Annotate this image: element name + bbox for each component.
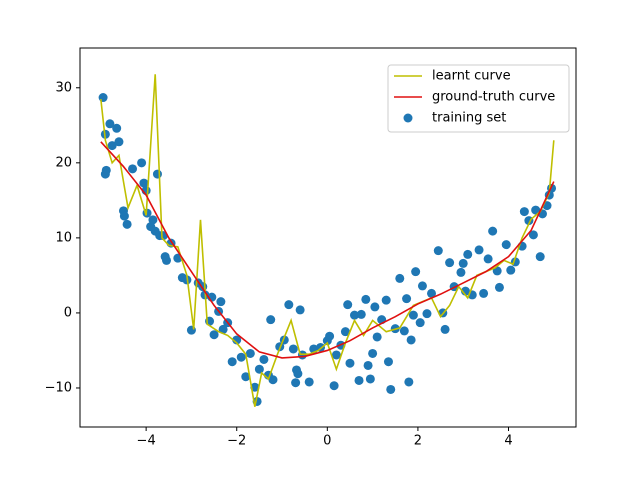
scatter-point — [227, 357, 237, 367]
scatter-point — [209, 330, 219, 340]
scatter-point — [343, 300, 353, 310]
scatter-point — [284, 300, 294, 310]
scatter-point — [122, 219, 132, 229]
x-tick-label: −4 — [137, 434, 156, 449]
scatter-point — [368, 348, 378, 358]
scatter-point — [411, 267, 421, 277]
scatter-point — [445, 258, 455, 268]
scatter-point — [399, 326, 409, 336]
scatter-point — [105, 119, 115, 129]
scatter-point — [295, 305, 305, 315]
y-tick-label: −10 — [45, 380, 72, 395]
scatter-point — [139, 178, 149, 188]
scatter-point — [101, 165, 111, 175]
scatter-point — [479, 288, 489, 298]
scatter-point — [218, 324, 228, 334]
legend: learnt curve ground-truth curve training s… — [387, 64, 570, 133]
scatter-point — [372, 332, 382, 342]
scatter-point — [415, 318, 425, 328]
scatter-point — [483, 254, 493, 264]
scatter-point — [408, 310, 418, 320]
scatter-point — [386, 384, 396, 394]
scatter-point — [535, 252, 545, 262]
scatter-point — [363, 360, 373, 370]
scatter-point — [112, 123, 122, 133]
scatter-point — [417, 281, 427, 291]
scatter-point — [474, 245, 484, 255]
scatter-point — [349, 310, 359, 320]
scatter-point — [266, 315, 276, 325]
scatter-point — [268, 375, 278, 385]
scatter-point — [361, 294, 371, 304]
scatter-point — [245, 348, 255, 358]
x-tick-label: −2 — [227, 434, 246, 449]
scatter-point — [162, 255, 172, 265]
legend-label: ground-truth curve — [432, 90, 555, 105]
scatter-point — [365, 374, 375, 384]
scatter-point — [345, 358, 355, 368]
scatter-point — [383, 357, 393, 367]
scatter-point — [119, 211, 129, 221]
scatter-point — [427, 288, 437, 298]
scatter-point — [241, 372, 251, 382]
scatter-point — [128, 164, 138, 174]
x-tick-label: 4 — [504, 434, 512, 449]
scatter-point — [232, 335, 242, 345]
scatter-point — [304, 377, 314, 387]
scatter-point — [406, 335, 416, 345]
scatter-point — [329, 381, 339, 391]
scatter-point — [528, 230, 538, 240]
scatter-point — [114, 137, 124, 147]
y-tick-label: 10 — [55, 230, 72, 245]
scatter-point — [254, 364, 264, 374]
scatter-point — [148, 215, 158, 225]
scatter-point — [356, 309, 366, 319]
scatter-point — [463, 249, 473, 259]
scatter-point — [216, 297, 226, 307]
scatter-point — [506, 265, 516, 275]
legend-label: learnt curve — [432, 69, 511, 84]
scatter-point — [331, 350, 341, 360]
scatter-point — [531, 205, 541, 215]
scatter-point — [340, 327, 350, 337]
scatter-point — [370, 302, 380, 312]
scatter-point — [404, 377, 414, 387]
scatter-point — [236, 352, 246, 362]
scatter-point — [440, 324, 450, 334]
scatter-point — [291, 378, 301, 388]
scatter-point — [98, 93, 108, 103]
scatter-point — [288, 344, 298, 354]
scatter-point — [494, 282, 504, 292]
legend-label: training set — [432, 111, 506, 126]
scatter-point — [519, 207, 529, 217]
scatter-point — [259, 354, 269, 364]
scatter-point — [293, 369, 303, 379]
x-tick-label: 2 — [414, 434, 422, 449]
scatter-point — [456, 267, 466, 277]
scatter-point — [395, 273, 405, 283]
scatter-point — [381, 295, 391, 305]
legend-box — [387, 64, 570, 133]
scatter-point — [501, 240, 511, 250]
legend-marker — [403, 113, 413, 123]
y-tick-label: 30 — [55, 80, 72, 95]
series-line — [100, 141, 555, 359]
scatter-point — [152, 169, 162, 179]
y-tick-label: 0 — [64, 305, 72, 320]
scatter-point — [325, 331, 335, 341]
scatter-point — [433, 246, 443, 256]
scatter-point — [422, 309, 432, 319]
scatter-point — [458, 258, 468, 268]
scatter-point — [354, 375, 364, 385]
scatter-point — [488, 226, 498, 236]
scatter-point — [402, 294, 412, 304]
scatter-point — [137, 158, 147, 168]
scatter-point — [107, 141, 117, 151]
x-tick-label: 0 — [323, 434, 331, 449]
y-tick-label: 20 — [55, 155, 72, 170]
